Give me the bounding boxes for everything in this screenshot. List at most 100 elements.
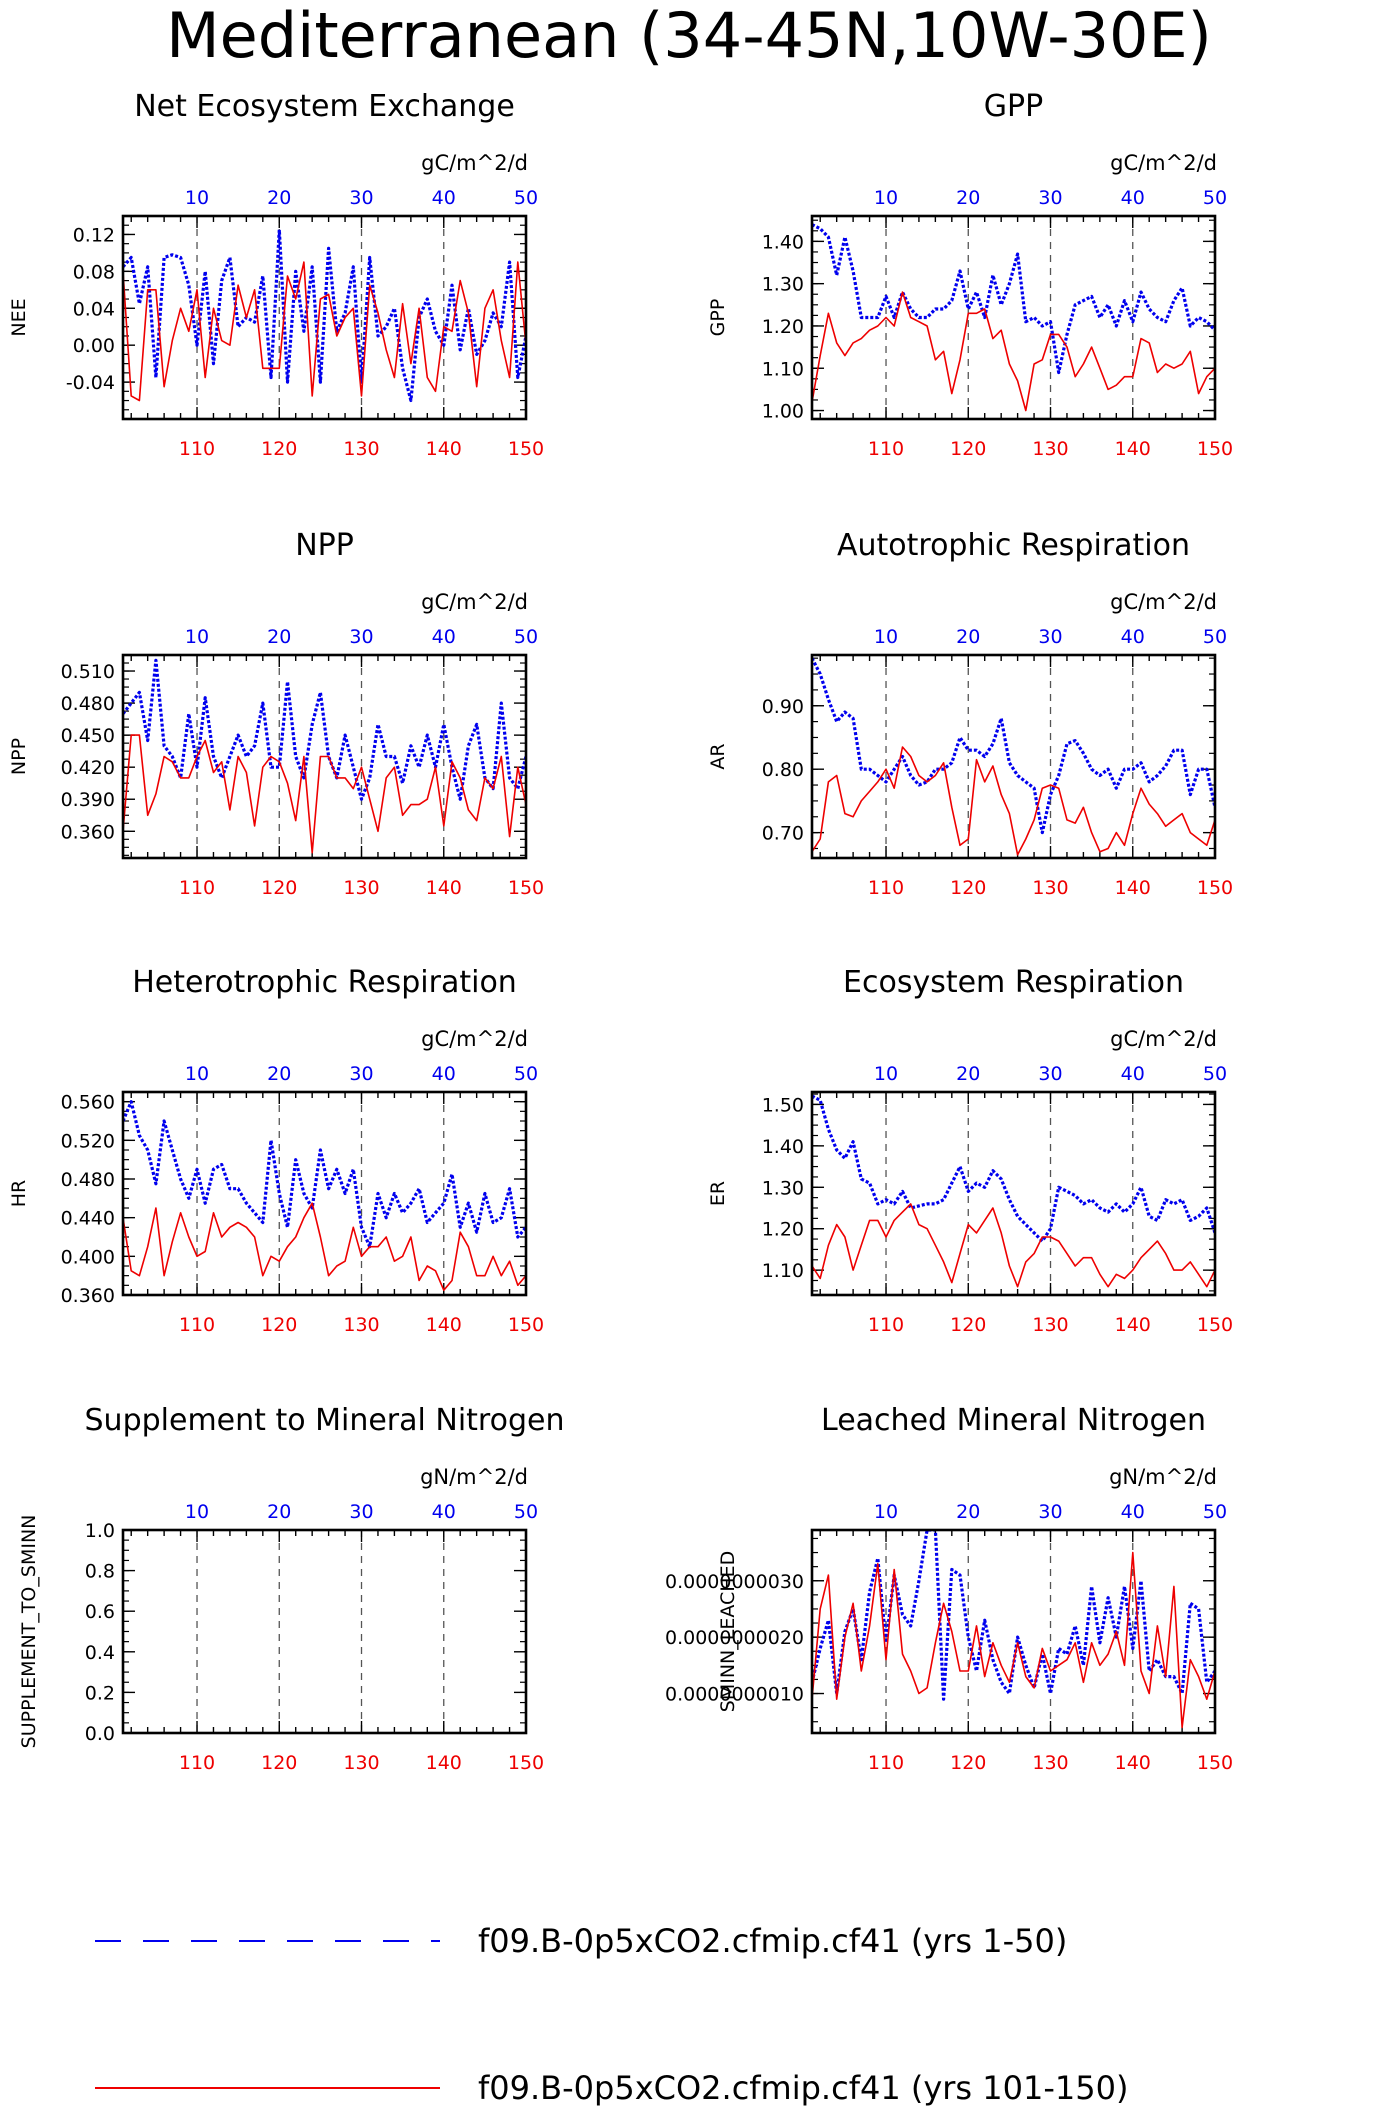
y-tick-label: 0.6 <box>85 1601 115 1623</box>
top-tick-label: 30 <box>1038 626 1062 648</box>
top-tick-label: 40 <box>1121 626 1145 648</box>
panel-title: GPP <box>984 89 1043 124</box>
y-tick-label: 0.390 <box>61 789 115 811</box>
bottom-tick-label: 150 <box>508 438 544 460</box>
chart-panel-5: Heterotrophic Respiration gC/m^2/d 10 20 30 4… <box>8 965 544 1336</box>
panel-title: Ecosystem Respiration <box>843 965 1184 1000</box>
chart-panel-8: Leached Mineral Nitrogen gN/m^2/d 10 20 30 40… <box>665 1403 1233 1774</box>
top-tick-label: 30 <box>349 1501 373 1523</box>
bottom-tick-label: 130 <box>1032 1314 1068 1336</box>
y-tick-label: 1.40 <box>762 231 804 253</box>
unit-label: gN/m^2/d <box>1109 1465 1217 1489</box>
bottom-tick-label: 150 <box>1197 1314 1233 1336</box>
bottom-tick-label: 140 <box>1115 1752 1151 1774</box>
plot-frame <box>121 653 528 860</box>
bottom-tick-label: 110 <box>868 1752 904 1774</box>
unit-label: gC/m^2/d <box>1110 1027 1217 1051</box>
chart-panel-6: Ecosystem Respiration gC/m^2/d 10 20 30 40 50 1… <box>707 965 1233 1336</box>
bottom-tick-label: 130 <box>1032 1752 1068 1774</box>
top-tick-label: 50 <box>514 626 538 648</box>
y-tick-label: 1.50 <box>762 1094 804 1116</box>
top-tick-label: 30 <box>1038 1501 1062 1523</box>
bottom-tick-label: 130 <box>343 1314 379 1336</box>
y-axis-label: SUPPLEMENT_TO_SMINN <box>18 1515 40 1749</box>
panel-title: Supplement to Mineral Nitrogen <box>85 1403 565 1438</box>
series-line-yrs-1-50 <box>812 1094 1215 1243</box>
top-tick-label: 10 <box>185 626 209 648</box>
y-axis-label: GPP <box>707 299 729 337</box>
series-line-yrs-1-50 <box>812 657 1215 835</box>
bottom-tick-label: 120 <box>950 877 986 899</box>
y-tick-label: 0.80 <box>762 759 804 781</box>
unit-label: gC/m^2/d <box>1110 151 1217 175</box>
bottom-tick-label: 120 <box>950 1752 986 1774</box>
bottom-tick-label: 110 <box>868 438 904 460</box>
top-tick-label: 20 <box>956 1501 980 1523</box>
y-tick-label: 1.30 <box>762 1177 804 1199</box>
y-tick-label: 1.20 <box>762 316 804 338</box>
bottom-tick-label: 120 <box>261 877 297 899</box>
plot-frame <box>810 1090 1217 1297</box>
y-tick-label: 0.480 <box>61 693 115 715</box>
y-tick-label: 0.510 <box>61 661 115 683</box>
panel-title: Autotrophic Respiration <box>837 528 1190 563</box>
y-tick-label: 0.400 <box>61 1246 115 1268</box>
unit-label: gC/m^2/d <box>421 590 528 614</box>
bottom-tick-label: 110 <box>179 877 215 899</box>
top-tick-label: 10 <box>874 626 898 648</box>
y-axis-label: AR <box>707 743 729 769</box>
unit-label: gN/m^2/d <box>420 1465 528 1489</box>
y-tick-label: 0.90 <box>762 696 804 718</box>
top-tick-label: 20 <box>267 187 291 209</box>
panel-title: Heterotrophic Respiration <box>132 965 517 1000</box>
top-tick-label: 40 <box>432 187 456 209</box>
top-tick-label: 10 <box>874 1501 898 1523</box>
series-line-yrs-1-50 <box>123 658 526 801</box>
plot-frame <box>810 1528 1217 1735</box>
y-tick-label: 0.2 <box>85 1682 115 1704</box>
y-tick-label: 0.70 <box>762 823 804 845</box>
legend: f09.B-0p5xCO2.cfmip.cf41 (yrs 1-50) f09.B… <box>95 1922 1128 2107</box>
top-tick-label: 40 <box>432 1501 456 1523</box>
bottom-tick-label: 110 <box>179 438 215 460</box>
top-tick-label: 50 <box>514 1501 538 1523</box>
y-tick-label: 0.0000000020 <box>665 1627 804 1649</box>
top-tick-label: 50 <box>1203 1063 1227 1085</box>
y-tick-label: 0.360 <box>61 821 115 843</box>
bottom-tick-label: 150 <box>1197 438 1233 460</box>
bottom-tick-label: 130 <box>1032 877 1068 899</box>
bottom-tick-label: 120 <box>261 1752 297 1774</box>
unit-label: gC/m^2/d <box>421 151 528 175</box>
series-line-yrs-101-150 <box>123 261 526 402</box>
bottom-tick-label: 140 <box>426 877 462 899</box>
top-tick-label: 10 <box>874 1063 898 1085</box>
top-tick-label: 30 <box>1038 1063 1062 1085</box>
y-tick-label: 0.560 <box>61 1092 115 1114</box>
bottom-tick-label: 140 <box>426 1752 462 1774</box>
bottom-tick-label: 150 <box>508 1752 544 1774</box>
y-tick-label: 0.480 <box>61 1169 115 1191</box>
y-tick-label: 0.04 <box>73 298 115 320</box>
y-tick-label: 0.12 <box>73 224 115 246</box>
top-tick-label: 40 <box>432 1063 456 1085</box>
top-tick-label: 30 <box>1038 187 1062 209</box>
top-tick-label: 20 <box>267 1501 291 1523</box>
y-tick-label: 0.420 <box>61 757 115 779</box>
top-tick-label: 20 <box>956 626 980 648</box>
series-line-yrs-1-50 <box>123 228 526 403</box>
top-tick-label: 40 <box>1121 187 1145 209</box>
top-tick-label: 20 <box>956 1063 980 1085</box>
series-line-yrs-101-150 <box>123 1202 526 1291</box>
unit-label: gC/m^2/d <box>421 1027 528 1051</box>
y-tick-label: 1.40 <box>762 1136 804 1158</box>
top-tick-label: 40 <box>432 626 456 648</box>
bottom-tick-label: 110 <box>868 877 904 899</box>
top-tick-label: 20 <box>267 1063 291 1085</box>
top-tick-label: 50 <box>514 187 538 209</box>
top-tick-label: 40 <box>1121 1501 1145 1523</box>
bottom-tick-label: 130 <box>343 1752 379 1774</box>
y-tick-label: 0.360 <box>61 1285 115 1307</box>
plot-frame <box>121 214 528 421</box>
y-tick-label: 1.10 <box>762 358 804 380</box>
